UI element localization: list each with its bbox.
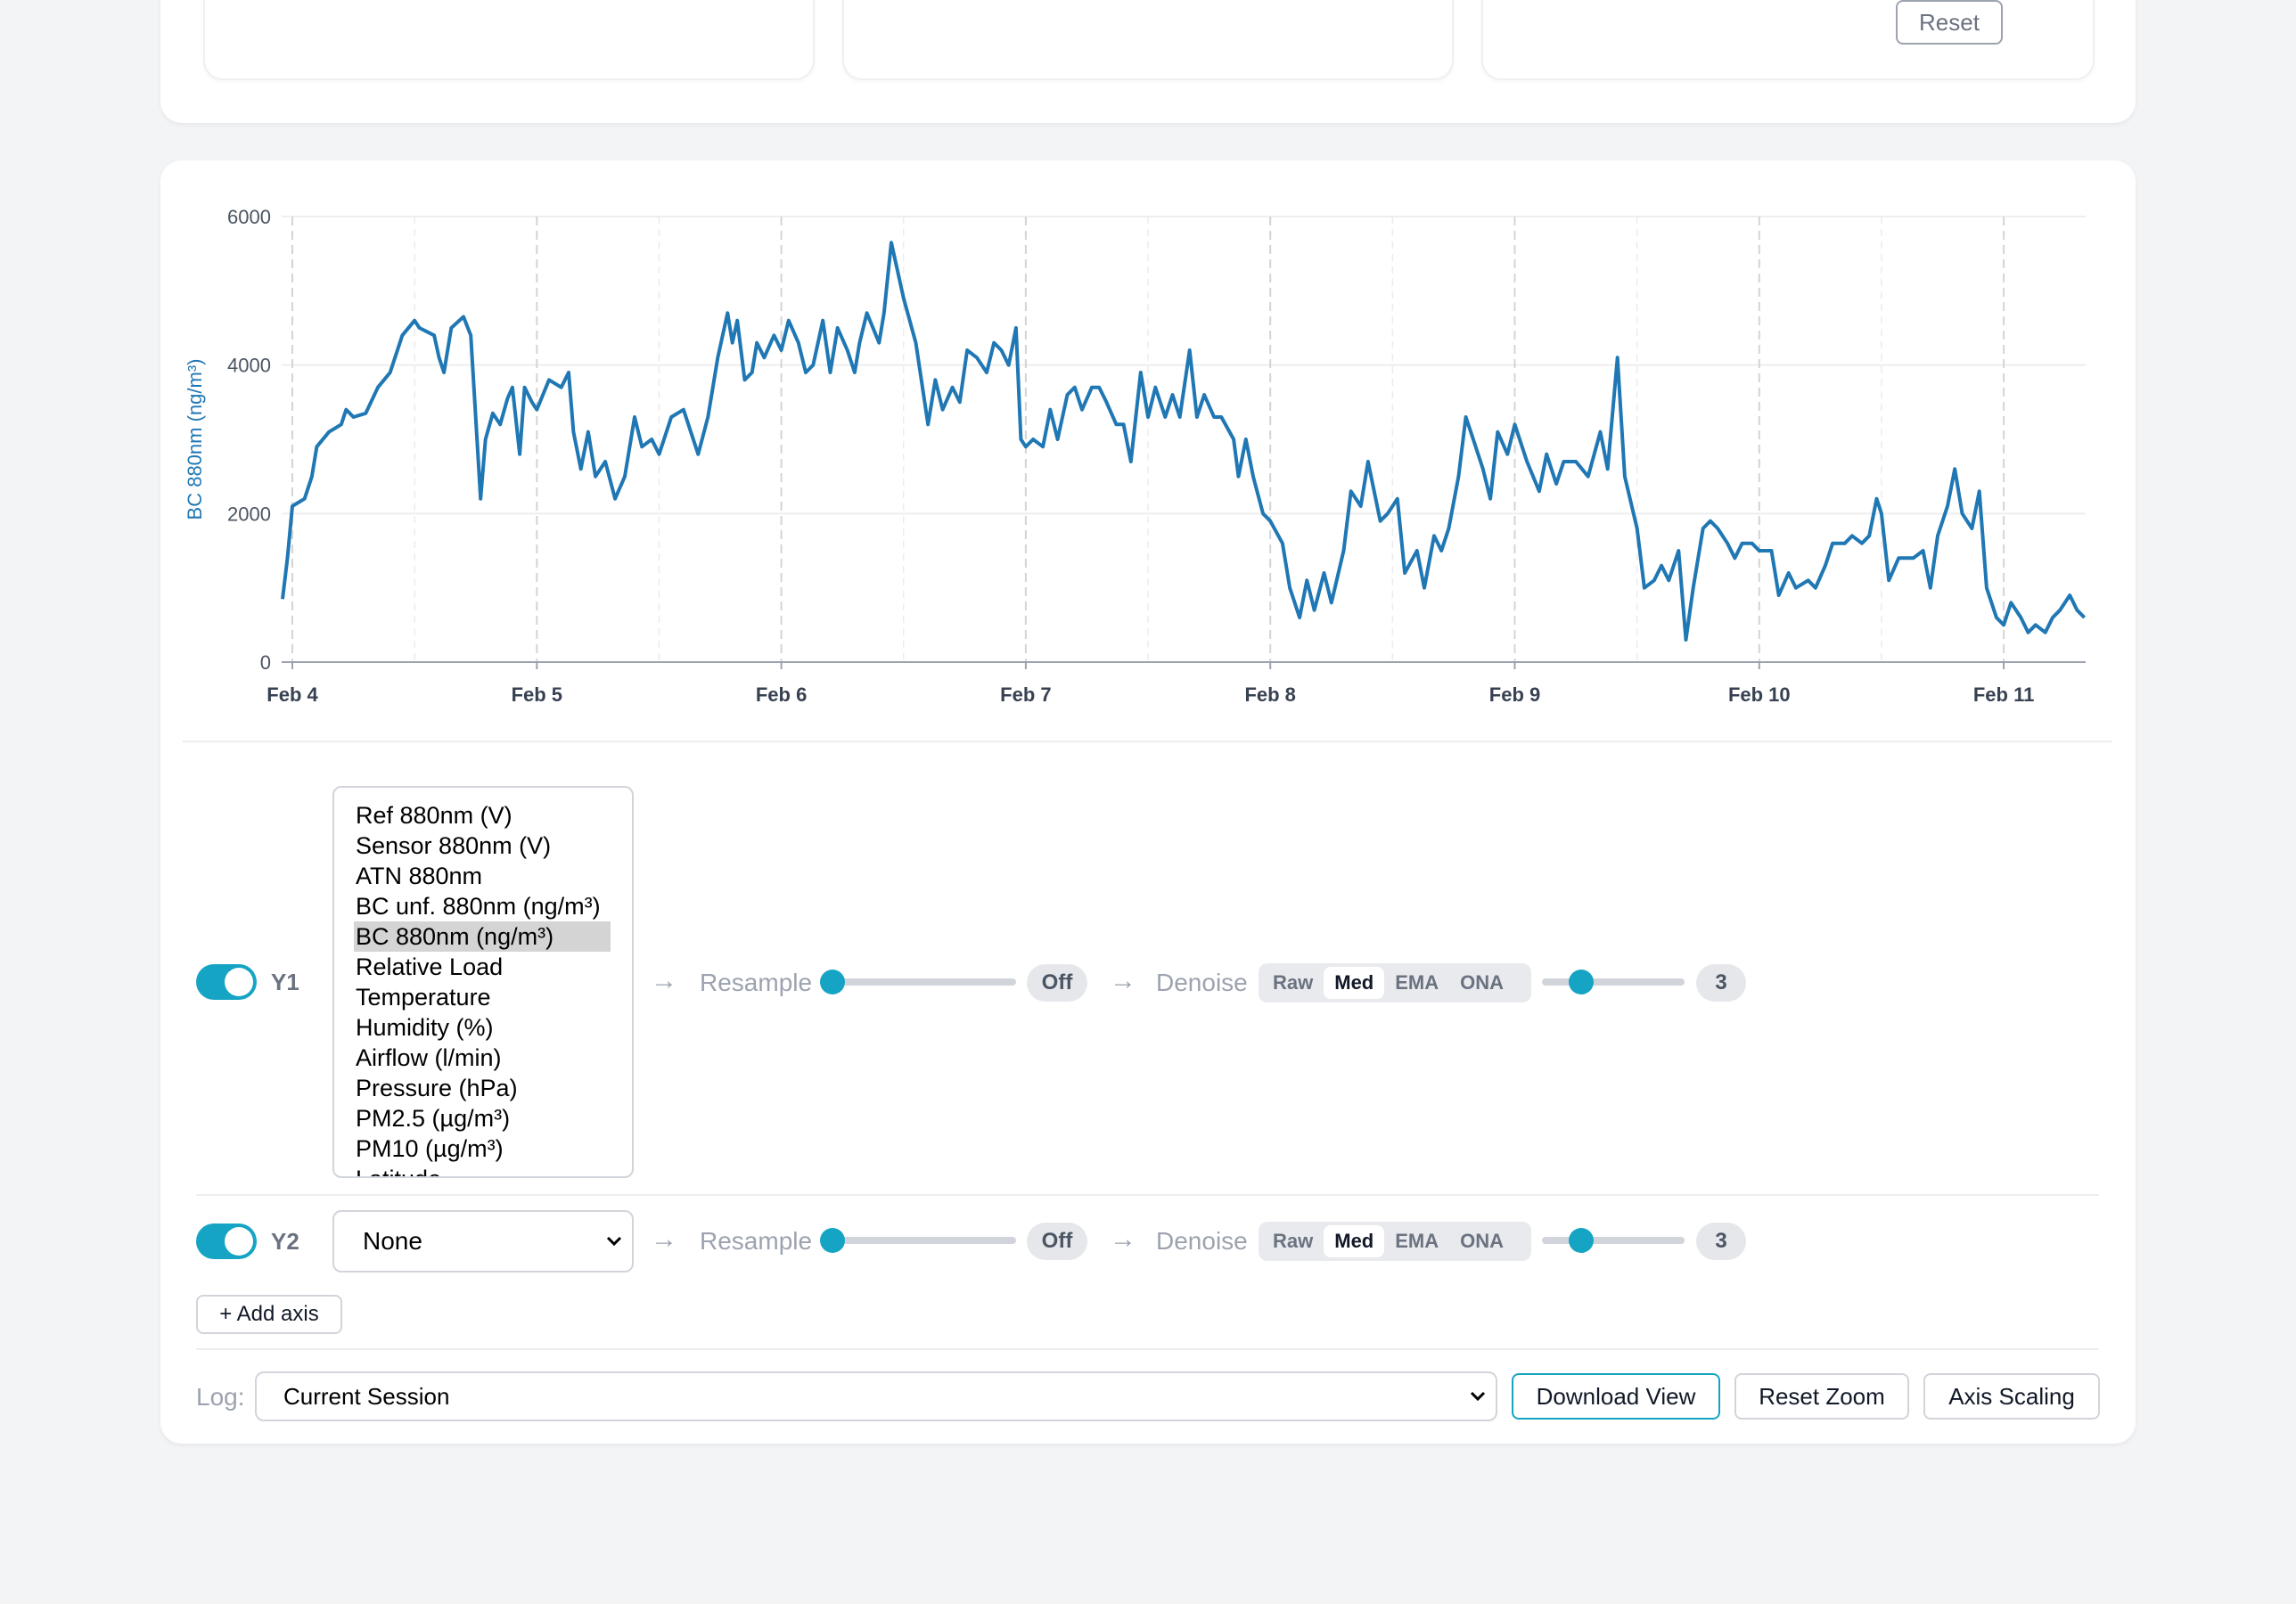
y2-denoise-ema[interactable]: EMA [1395,1230,1439,1252]
arrow-right-icon: → [1110,1224,1136,1254]
y1-toggle[interactable] [196,964,257,1000]
chevron-down-icon [1470,1391,1486,1402]
y-tick-label: 4000 [227,355,271,377]
y2-denoise-label: Denoise [1156,1227,1248,1255]
log-select-value: Current Session [283,1382,450,1410]
line-chart: 0 2000 4000 6000 Feb 4 Feb 5 Feb 6 Feb 7 Feb 8 Fe… [184,206,2087,706]
y-tick-label: 6000 [227,206,271,228]
x-tick-label: Feb 4 [266,683,318,706]
y2-resample-slider-thumb[interactable] [820,1228,845,1253]
y1-denoise-ema[interactable]: EMA [1395,971,1439,994]
footer-divider [196,1348,2099,1350]
y1-denoise-mode-group: Raw Med EMA ONA [1259,963,1531,1002]
chart-axes: 0 2000 4000 6000 Feb 4 Feb 5 Feb 6 Feb 7 Feb 8 Fe… [227,206,2086,706]
y1-resample-slider-thumb[interactable] [820,970,845,994]
y1-option[interactable]: Sensor 880nm (V) [356,832,552,859]
y2-resample-slider[interactable] [820,1237,1016,1244]
y1-denoise-raw[interactable]: Raw [1273,971,1314,994]
y-tick-label: 0 [260,651,271,674]
x-tick-label: Feb 11 [1973,683,2034,706]
y1-resample-slider[interactable] [820,978,1016,986]
y1-option[interactable]: ATN 880nm [356,863,483,889]
y2-select-value: None [363,1227,422,1255]
axis-scaling-button[interactable]: Axis Scaling [1923,1373,2100,1420]
top-panel: Reset [160,0,2136,123]
y1-label: Y1 [271,969,299,995]
x-tick-label: Feb 6 [756,683,807,706]
top-subpanel-1 [203,0,815,80]
y1-option[interactable]: BC unf. 880nm (ng/m³) [356,893,601,920]
row-divider [196,1194,2099,1196]
y1-option[interactable]: PM10 (µg/m³) [356,1135,504,1162]
arrow-right-icon: → [651,966,677,995]
y1-denoise-label: Denoise [1156,969,1248,996]
y1-denoise-slider[interactable] [1542,978,1685,986]
y2-denoise-raw[interactable]: Raw [1273,1230,1314,1252]
y1-denoise-value: 3 [1696,964,1746,1002]
x-tick-label: Feb 9 [1489,683,1540,706]
y2-resample-label: Resample [700,1227,813,1255]
y1-denoise-slider-thumb[interactable] [1569,970,1594,994]
add-axis-button[interactable]: + Add axis [196,1295,342,1334]
x-tick-label: Feb 7 [1000,683,1051,706]
y1-resample-value: Off [1027,964,1087,1002]
arrow-right-icon: → [651,1224,677,1254]
chart-divider [183,741,2112,742]
y1-denoise-med[interactable]: Med [1324,967,1385,999]
y-tick-label: 2000 [227,503,271,525]
log-label: Log: [196,1383,245,1411]
series-line [281,241,2087,642]
log-select[interactable]: Current Session [255,1371,1497,1421]
arrow-right-icon: → [1110,966,1136,995]
y1-option[interactable]: Ref 880nm (V) [356,802,512,829]
y2-label: Y2 [271,1228,299,1255]
toggle-knob [225,968,253,996]
y1-option[interactable]: Pressure (hPa) [356,1075,518,1101]
y1-option[interactable]: Humidity (%) [356,1014,494,1041]
y-axis-label: BC 880nm (ng/m³) [184,359,206,520]
y2-denoise-med[interactable]: Med [1324,1225,1385,1257]
chart-grid [282,216,2086,663]
y1-option[interactable]: BC 880nm (ng/m³) [354,921,611,952]
y1-option[interactable]: PM2.5 (µg/m³) [356,1105,511,1132]
y2-denoise-slider-thumb[interactable] [1569,1228,1594,1253]
y1-denoise-ona[interactable]: ONA [1460,971,1505,994]
chevron-down-icon [606,1236,622,1247]
y1-option[interactable]: Latitude [354,1164,611,1176]
toggle-knob [225,1227,253,1256]
x-tick-label: Feb 5 [512,683,562,706]
download-view-button[interactable]: Download View [1512,1373,1720,1420]
top-subpanel-2 [842,0,1454,80]
y1-resample-label: Resample [700,969,813,996]
y1-option[interactable]: Temperature [356,984,491,1011]
y1-option[interactable]: Airflow (l/min) [356,1044,502,1071]
y2-variable-select[interactable]: None [332,1210,634,1273]
y2-denoise-value: 3 [1696,1223,1746,1260]
reset-zoom-button[interactable]: Reset Zoom [1734,1373,1909,1420]
y2-resample-value: Off [1027,1223,1087,1260]
reset-button[interactable]: Reset [1896,0,2003,45]
x-tick-label: Feb 8 [1244,683,1295,706]
y2-denoise-ona[interactable]: ONA [1460,1230,1505,1252]
top-subpanel-3: Reset [1481,0,2095,80]
y1-option[interactable]: Relative Load [356,953,504,980]
y2-toggle[interactable] [196,1223,257,1259]
y1-variable-list[interactable]: Ref 880nm (V) Sensor 880nm (V) ATN 880nm BC… [332,786,634,1178]
x-tick-label: Feb 10 [1728,683,1791,706]
y2-denoise-mode-group: Raw Med EMA ONA [1259,1222,1531,1261]
y2-denoise-slider[interactable] [1542,1237,1685,1244]
